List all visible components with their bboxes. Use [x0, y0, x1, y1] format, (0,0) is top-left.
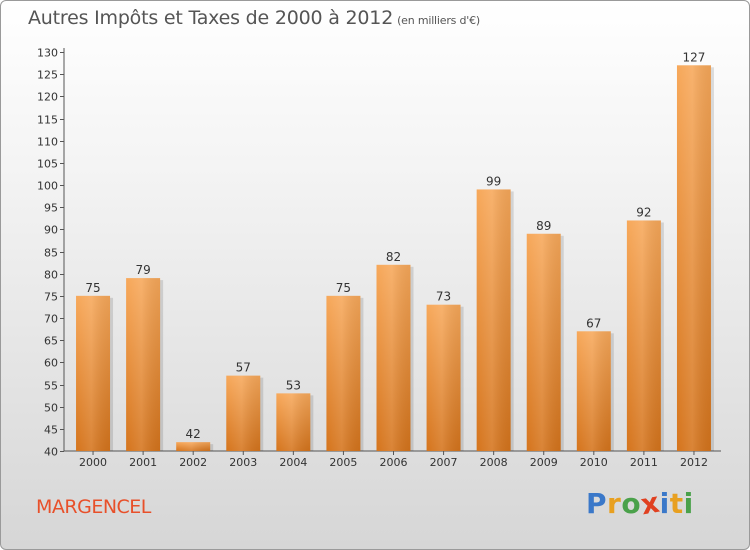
y-tick-label: 95	[44, 202, 58, 215]
data-label: 79	[135, 263, 150, 277]
proxiti-logo[interactable]: Proxiti	[586, 486, 694, 522]
chart-bars	[76, 65, 714, 452]
data-label: 99	[486, 174, 501, 188]
bar-shine	[126, 278, 161, 451]
logo-letter: t	[669, 487, 684, 520]
y-tick-label: 40	[44, 446, 58, 459]
data-label: 75	[336, 281, 351, 295]
x-tick-label: 2001	[129, 456, 157, 469]
logo-letter: o	[621, 487, 642, 520]
x-tick-label: 2005	[329, 456, 357, 469]
y-tick-label: 130	[37, 47, 58, 60]
x-tick-label: 2003	[229, 456, 257, 469]
x-tick-label: 2011	[630, 456, 658, 469]
x-tick-label: 2002	[179, 456, 207, 469]
bar-shine	[576, 331, 611, 451]
y-tick-label: 55	[44, 380, 58, 393]
x-tick-label: 2004	[279, 456, 307, 469]
data-label: 73	[436, 290, 451, 304]
y-tick-label: 50	[44, 402, 58, 415]
data-label: 89	[536, 219, 551, 233]
logo-letter: P	[586, 487, 608, 520]
y-tick-label: 105	[37, 158, 58, 171]
x-tick-label: 2010	[580, 456, 608, 469]
data-label: 82	[386, 250, 401, 264]
y-tick-label: 65	[44, 335, 58, 348]
bar-shine	[426, 304, 461, 451]
data-label: 42	[186, 427, 201, 441]
y-tick-label: 90	[44, 224, 58, 237]
x-tick-label: 2009	[530, 456, 558, 469]
data-label: 57	[236, 361, 251, 375]
bar-shine	[176, 442, 211, 451]
data-label: 67	[586, 316, 601, 330]
bar-shine	[376, 264, 411, 451]
y-tick-label: 75	[44, 291, 58, 304]
y-tick-label: 70	[44, 313, 58, 326]
data-label: 92	[636, 205, 651, 219]
bar-shine	[76, 295, 111, 451]
title-unit: (en milliers d'€)	[397, 14, 480, 27]
x-tick-label: 2000	[79, 456, 107, 469]
y-tick-label: 110	[37, 136, 58, 149]
y-tick-label: 45	[44, 424, 58, 437]
bar-shine	[676, 65, 711, 452]
bar-shine	[326, 295, 361, 451]
data-label: 53	[286, 378, 301, 392]
x-tick-label: 2008	[480, 456, 508, 469]
logo-letter: r	[607, 487, 622, 520]
title-text: Autres Impôts et Taxes de 2000 à 2012	[28, 7, 394, 29]
logo-letter: i	[683, 487, 694, 520]
y-tick-label: 115	[37, 114, 58, 127]
chart-data-labels: 75 79 42 57 53 75 82 73 99 89 67 92 127	[85, 50, 705, 441]
y-tick-label: 125	[37, 69, 58, 82]
y-tick-label: 120	[37, 91, 58, 104]
chart-axes: 40 45 50 55 60 65 70 75 80 85 90 95 100 105 110 115 120 1…	[37, 47, 721, 469]
y-tick-label: 80	[44, 269, 58, 282]
y-tick-label: 60	[44, 357, 58, 370]
y-tick-label: 100	[37, 180, 58, 193]
bar-shine	[276, 393, 311, 451]
bar-shine	[226, 375, 261, 451]
y-tick-label: 85	[44, 247, 58, 260]
logo-letter: i	[659, 487, 670, 520]
bar-shine	[476, 189, 511, 451]
chart-title: Autres Impôts et Taxes de 2000 à 2012 (en…	[28, 7, 480, 29]
bar-shine	[526, 233, 561, 451]
x-tick-label: 2006	[380, 456, 408, 469]
x-tick-label: 2012	[680, 456, 708, 469]
bar-shine	[626, 220, 661, 451]
x-tick-label: 2007	[430, 456, 458, 469]
commune-name: MARGENCEL	[36, 496, 151, 518]
data-label: 75	[85, 281, 100, 295]
data-label: 127	[683, 50, 706, 64]
